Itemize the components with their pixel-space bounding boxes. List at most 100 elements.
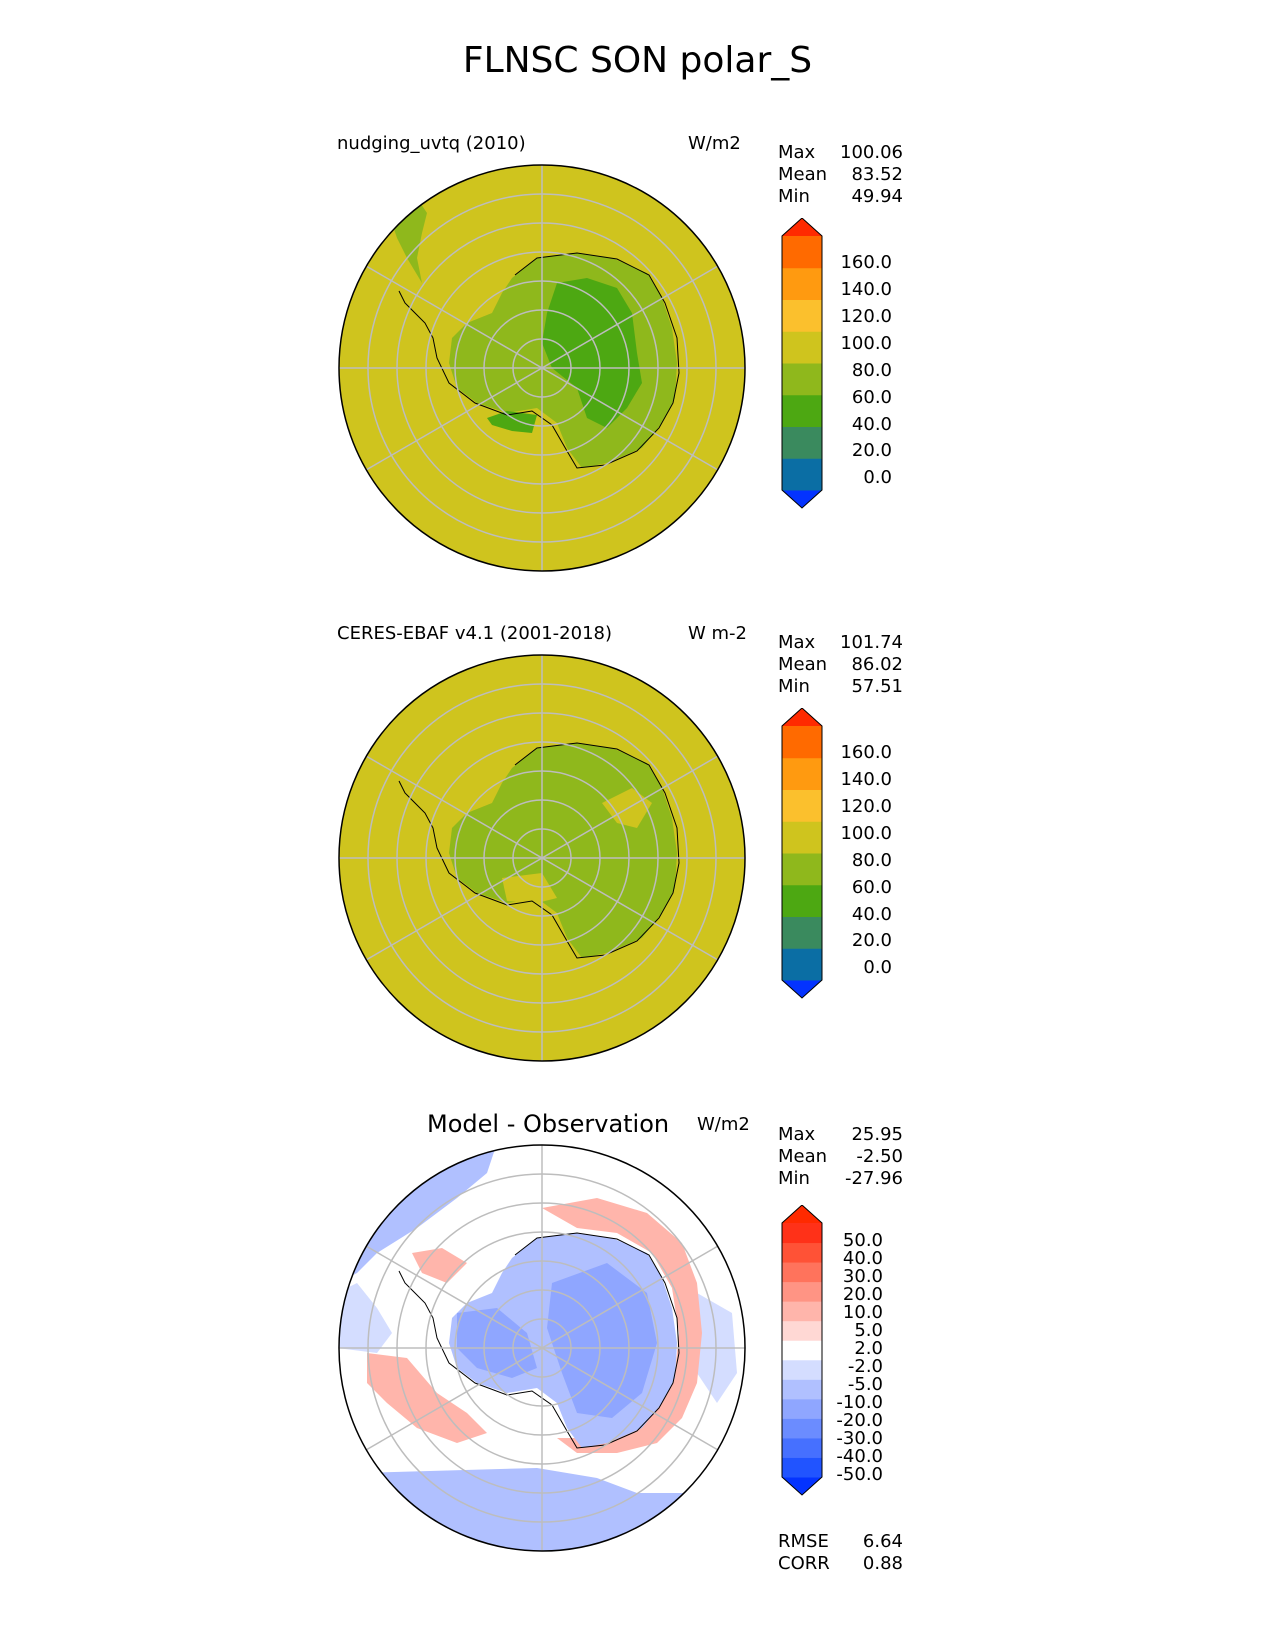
panel1-colorbar — [781, 218, 823, 509]
colorbar-tick-label: 2.0 — [854, 1338, 883, 1359]
colorbar-segment — [782, 1262, 822, 1283]
colorbar-tick-label: 30.0 — [842, 1266, 883, 1287]
colorbar-segments — [781, 708, 823, 999]
colorbar-segment — [782, 1320, 822, 1341]
colorbar-segment — [782, 1437, 822, 1458]
colorbar-segment — [782, 821, 822, 854]
graticule — [339, 1145, 745, 1551]
colorbar-tick-label: -5.0 — [847, 1374, 883, 1395]
colorbar-segment — [782, 757, 822, 790]
stat-label: CORR — [778, 1553, 830, 1574]
colorbar-segment — [782, 1359, 822, 1380]
colorbar-segment — [782, 948, 822, 981]
colorbar-tick-label: 120.0 — [840, 306, 892, 327]
stat-label: Mean — [778, 1146, 828, 1167]
panel2-polar-map — [338, 654, 746, 1062]
stat-label: Mean — [778, 164, 828, 185]
panel3-title: Model - Observation — [427, 1110, 670, 1138]
panel1-stats: Max 100.06 Mean 83.52 Min 49.94 — [778, 142, 903, 208]
colorbar-tick-label: -40.0 — [836, 1446, 883, 1467]
colorbar-tick-label: 60.0 — [851, 877, 892, 898]
colorbar-tick-label: 20.0 — [851, 440, 892, 461]
colorbar-tick-label: 100.0 — [840, 823, 892, 844]
colorbar-segment — [782, 299, 822, 332]
panel3-polar-map — [338, 1144, 746, 1552]
colorbar-segment — [782, 884, 822, 917]
colorbar-segment — [782, 394, 822, 427]
colorbar-segment — [782, 426, 822, 459]
stat-label: Mean — [778, 654, 828, 675]
colorbar-tick-label: -10.0 — [836, 1392, 883, 1413]
stat-label: Max — [778, 632, 816, 653]
panel2-colorbar — [781, 708, 823, 999]
map-border — [338, 1144, 746, 1552]
colorbar-tick-label: 20.0 — [851, 930, 892, 951]
colorbar-segment — [782, 916, 822, 949]
colorbar-tick-label: -50.0 — [836, 1464, 883, 1485]
panel3-colorbar — [781, 1205, 823, 1496]
stat-value: 6.64 — [862, 1531, 903, 1552]
colorbar-segment — [782, 1223, 822, 1244]
colorbar-segments — [781, 218, 823, 509]
coastal-patch — [502, 873, 557, 903]
colorbar-tick-label: 100.0 — [840, 333, 892, 354]
graticule — [339, 165, 745, 571]
colorbar-segment — [782, 726, 822, 759]
map-border — [338, 654, 746, 1062]
panel3-units: W/m2 — [697, 1114, 750, 1135]
map-border — [338, 164, 746, 572]
colorbar-tick-label: 10.0 — [842, 1302, 883, 1323]
stat-value: 0.88 — [862, 1553, 903, 1574]
colorbar-tick-label: 0.0 — [863, 957, 892, 978]
stat-label: Min — [778, 1168, 810, 1189]
colorbar-tick-label: 160.0 — [840, 742, 892, 763]
colorbar-segment — [782, 1379, 822, 1400]
colorbar-tick-label: -2.0 — [847, 1356, 883, 1377]
colorbar-segment — [782, 267, 822, 300]
colorbar-tick-label: 80.0 — [851, 360, 892, 381]
colorbar-tick-label: 40.0 — [842, 1248, 883, 1269]
colorbar-tick-label: 140.0 — [840, 769, 892, 790]
stat-label: Max — [778, 1124, 816, 1145]
negative-anomaly — [457, 1308, 537, 1378]
colorbar-outline — [781, 1205, 823, 1496]
negative-anomaly — [339, 1283, 392, 1353]
panel1-units: W/m2 — [688, 133, 741, 154]
stat-value: 83.52 — [851, 164, 903, 185]
colorbar-segment — [782, 1242, 822, 1263]
colorbar-segment — [782, 363, 822, 396]
panel3-extra-stats: RMSE 6.64 CORR 0.88 — [778, 1531, 903, 1575]
coastline — [398, 252, 680, 469]
colorbar-tick-label: 40.0 — [851, 414, 892, 435]
colorbar-outline — [781, 218, 823, 509]
colorbar-segment — [782, 458, 822, 491]
positive-anomaly — [367, 1353, 487, 1443]
colorbar-tick-label: 50.0 — [842, 1230, 883, 1251]
colorbar-segment — [782, 1301, 822, 1322]
colorbar-extend-min — [782, 980, 822, 998]
colorbar-segments — [781, 1205, 823, 1496]
colorbar-extend-min — [782, 1477, 822, 1495]
stat-value: 57.51 — [851, 676, 903, 697]
coastline — [398, 1232, 680, 1449]
panel2-stats: Max 101.74 Mean 86.02 Min 57.51 — [778, 632, 903, 698]
colorbar-tick-label: 160.0 — [840, 252, 892, 273]
colorbar-tick-label: 5.0 — [854, 1320, 883, 1341]
colorbar-segment — [782, 1457, 822, 1478]
colorbar-tick-label: -20.0 — [836, 1410, 883, 1431]
stat-label: Min — [778, 676, 810, 697]
stat-label: Max — [778, 142, 816, 163]
stat-value: 49.94 — [851, 186, 903, 207]
coastline — [398, 742, 680, 959]
colorbar-segment — [782, 789, 822, 822]
colorbar-segment — [782, 853, 822, 886]
stat-value: 101.74 — [840, 632, 903, 653]
colorbar-segment — [782, 331, 822, 364]
negative-anomaly — [547, 1263, 657, 1418]
colorbar-tick-label: 0.0 — [863, 467, 892, 488]
colorbar-tick-label: 60.0 — [851, 387, 892, 408]
panel2-left-title: CERES-EBAF v4.1 (2001-2018) — [337, 623, 613, 644]
graticule — [339, 655, 745, 1061]
colorbar-extend-max — [782, 218, 822, 236]
panel3-stats: Max 25.95 Mean -2.50 Min -27.96 — [778, 1124, 903, 1190]
